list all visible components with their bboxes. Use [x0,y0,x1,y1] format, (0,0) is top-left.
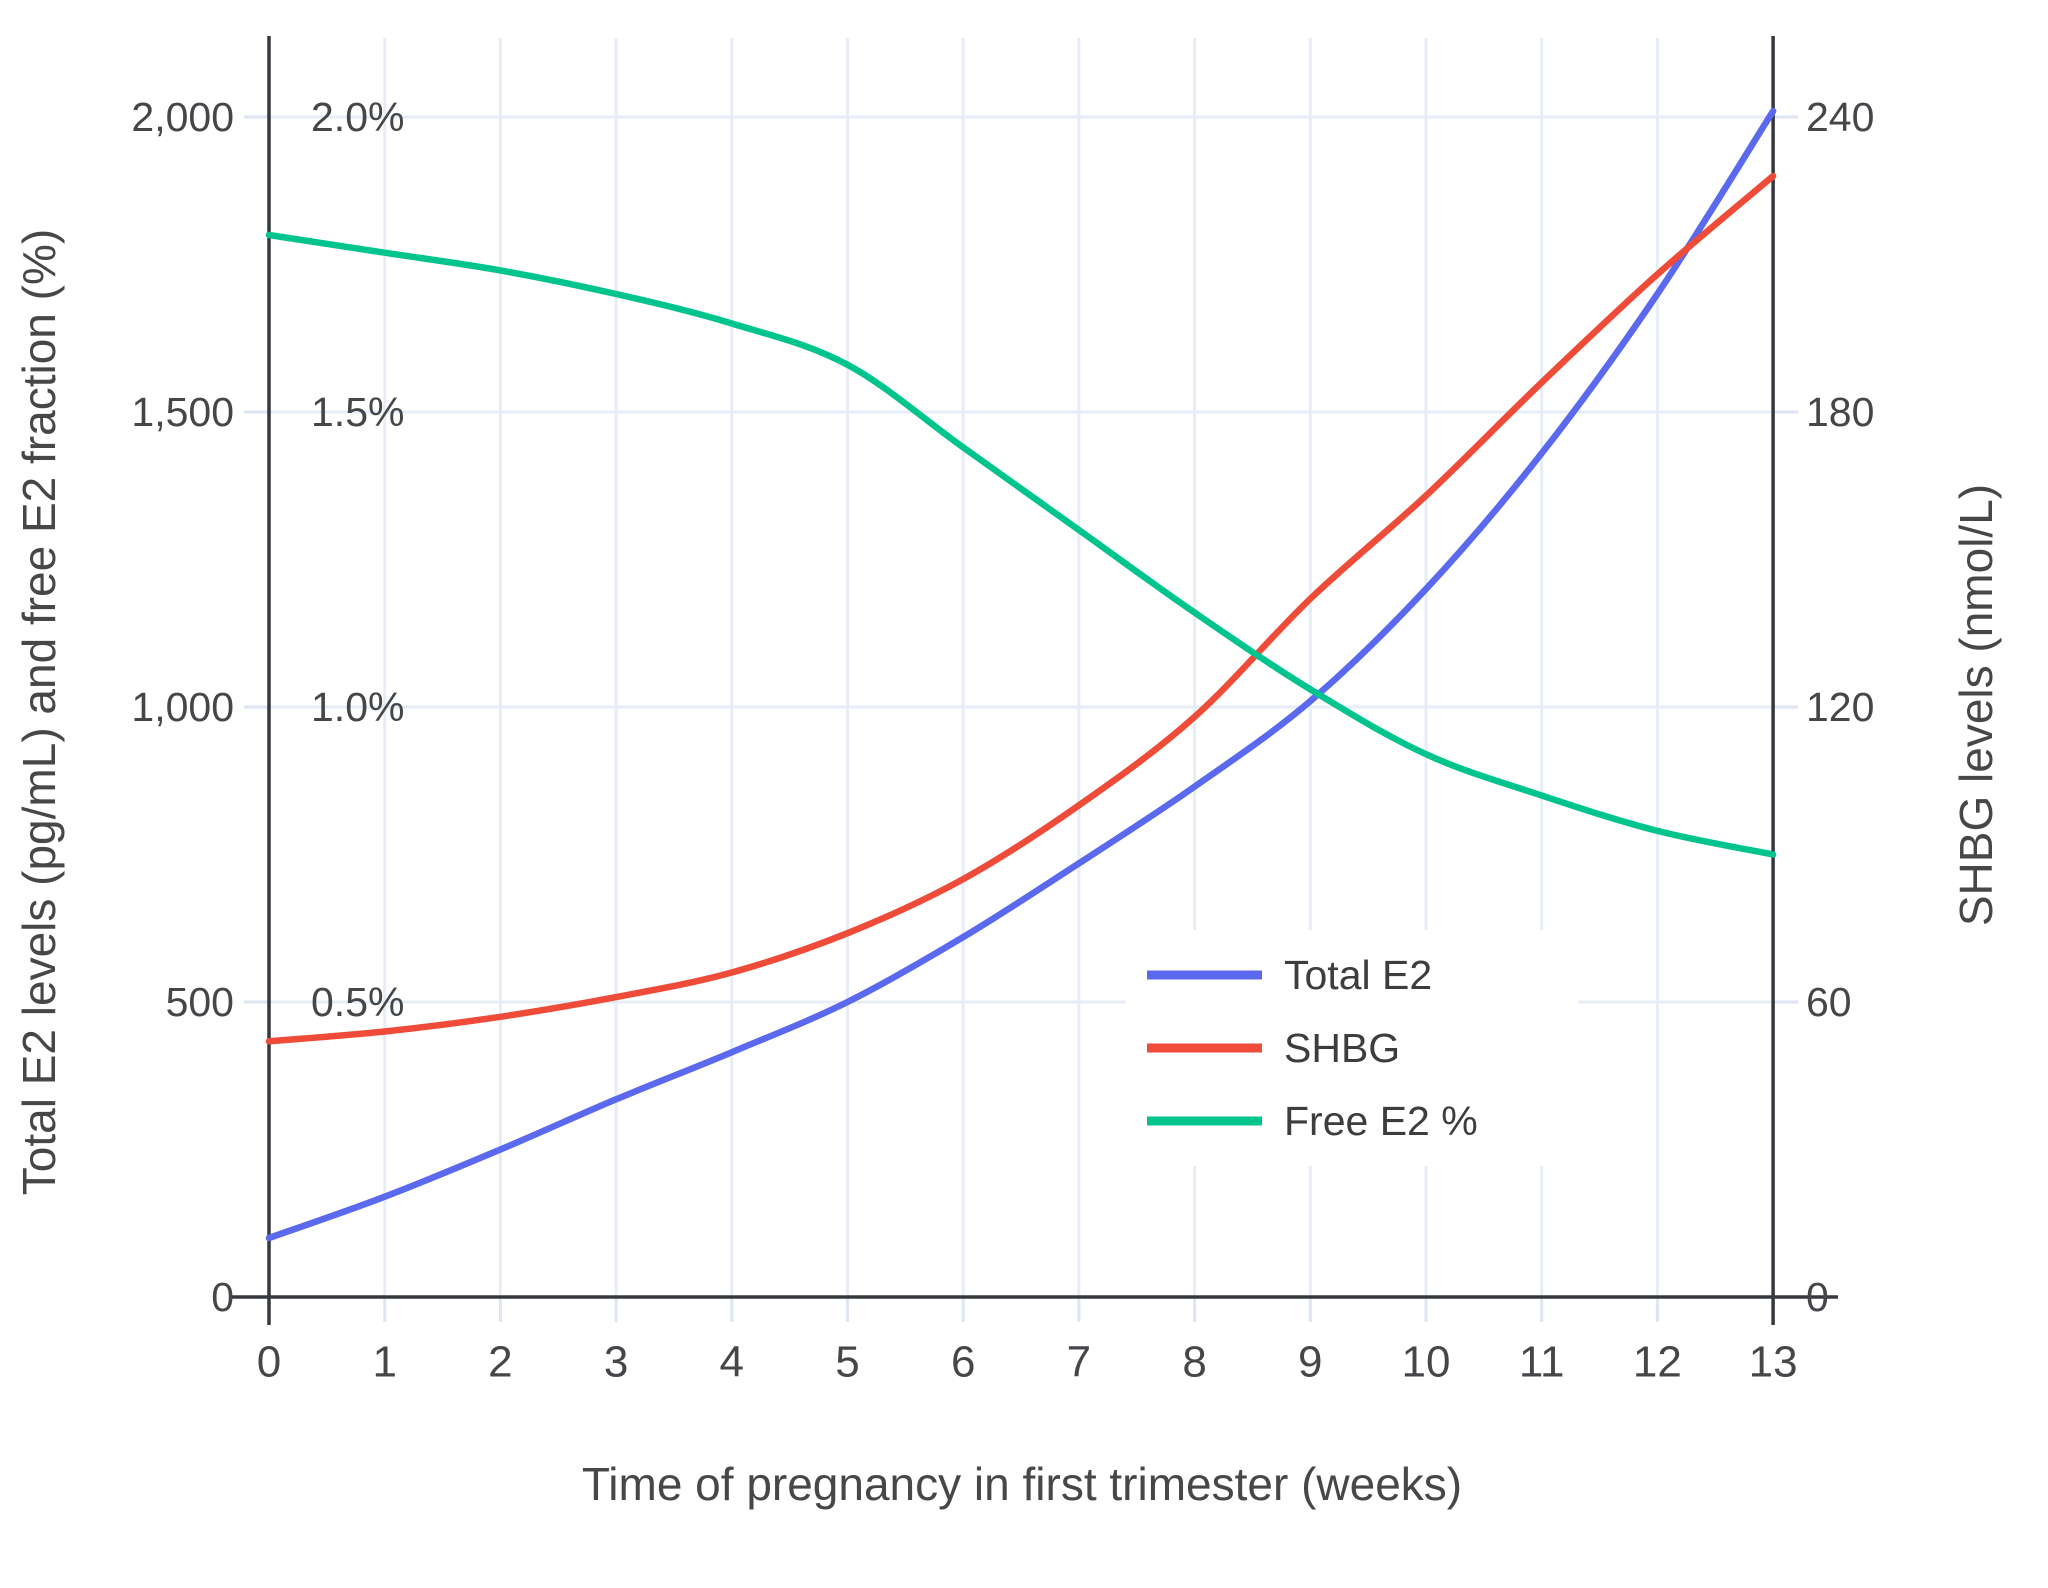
right-y-tick-label: 0 [1806,1274,1829,1320]
legend-item-total-e2[interactable]: Total E2 [1147,952,1432,998]
percent-annotation: 2.0% [311,94,404,140]
data-curves [265,107,1777,1242]
x-tick-label: 7 [1067,1338,1091,1387]
x-tick-label: 12 [1633,1338,1682,1387]
percent-annotation: 1.0% [311,684,404,730]
legend-item-shbg[interactable]: SHBG [1147,1025,1400,1071]
x-tick-label: 10 [1402,1338,1451,1387]
legend-label: Total E2 [1284,952,1432,998]
right-y-axis-title: SHBG levels (nmol/L) [1950,484,2002,926]
x-tick-label: 11 [1519,1338,1565,1387]
legend-label: Free E2 % [1284,1098,1478,1144]
percent-annotation: 0.5% [311,979,404,1025]
x-tick-label: 5 [835,1338,859,1387]
x-tick-label: 3 [604,1338,628,1387]
legend-item-free-e2[interactable]: Free E2 % [1147,1098,1478,1144]
legend: Total E2 SHBG Free E2 % [1126,930,1578,1166]
axis-lines [230,36,1838,1325]
x-tick-label: 2 [488,1338,512,1387]
free-e2-line [265,231,1777,858]
x-tick-label: 4 [720,1338,744,1387]
x-tick-label: 0 [257,1338,281,1387]
shbg-line [265,172,1777,1045]
x-tick-label: 9 [1298,1338,1322,1387]
x-tick-label: 6 [951,1338,975,1387]
left-y-tick-label: 2,000 [131,94,234,140]
horizontal-gridlines [269,115,1774,1004]
right-y-tick-label: 240 [1806,94,1874,140]
x-tick-label: 13 [1749,1338,1798,1387]
left-y-tick-label: 0 [211,1274,234,1320]
legend-label: SHBG [1284,1025,1400,1071]
x-tick-label: 1 [372,1338,396,1387]
left-y-tick-label: 500 [166,979,234,1025]
x-tick-label: 8 [1182,1338,1206,1387]
right-y-tick-label: 180 [1806,389,1874,435]
total-e2-line [265,107,1777,1242]
left-y-axis-title: Total E2 levels (pg/mL) and free E2 frac… [13,229,65,1195]
x-axis-title: Time of pregnancy in first trimester (we… [582,1458,1462,1510]
left-y-tick-label: 1,500 [131,389,234,435]
percent-annotations: 0.5% 1.0% 1.5% 2.0% [311,94,404,1025]
left-y-tick-label: 1,000 [131,684,234,730]
percent-annotation: 1.5% [311,389,404,435]
right-y-tick-label: 120 [1806,684,1874,730]
right-y-tick-label: 60 [1806,979,1852,1025]
